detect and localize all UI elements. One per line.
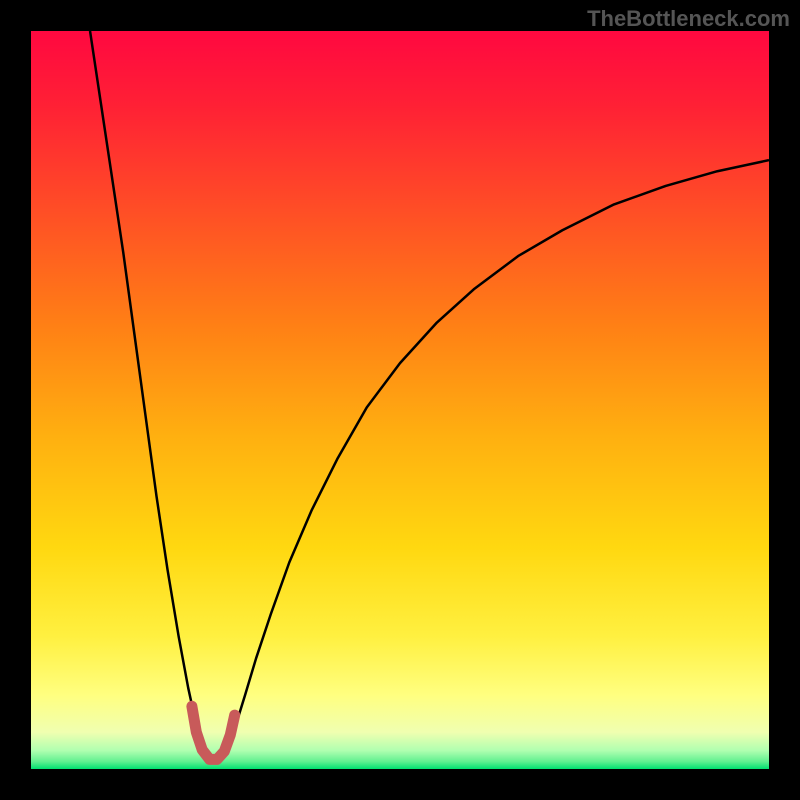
- outer-frame: TheBottleneck.com: [0, 0, 800, 800]
- watermark-text: TheBottleneck.com: [587, 6, 790, 32]
- plot-area: [31, 31, 769, 769]
- curve-layer: [31, 31, 769, 769]
- bottleneck-curve: [90, 31, 769, 762]
- bottleneck-marker-strip: [192, 706, 235, 759]
